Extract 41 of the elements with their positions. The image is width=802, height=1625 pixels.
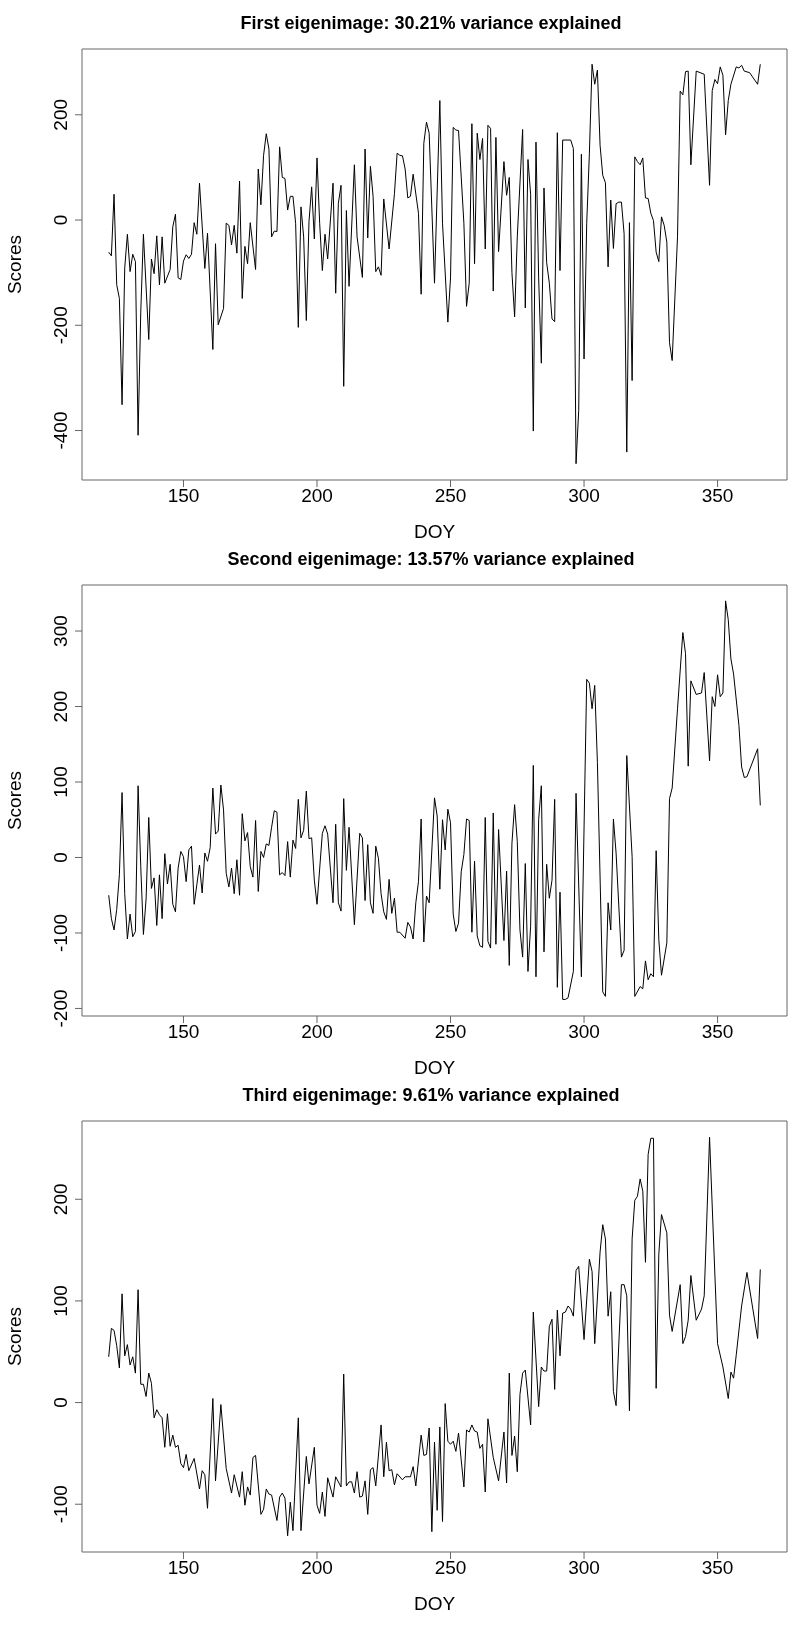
chart-title: Third eigenimage: 9.61% variance explained <box>241 1084 621 1107</box>
x-tick-label: 250 <box>434 1557 467 1579</box>
x-tick-label: 350 <box>701 1557 734 1579</box>
y-tick-label: 0 <box>50 1397 71 1408</box>
x-tick-label: 150 <box>167 485 200 507</box>
chart-title: Second eigenimage: 13.57% variance explained <box>226 548 636 571</box>
y-tick-label: 300 <box>50 615 71 647</box>
y-tick-label: 200 <box>50 98 71 131</box>
y-axis-title: Scores <box>3 234 25 295</box>
x-tick-label: 250 <box>434 1021 467 1043</box>
x-tick-label: 350 <box>701 485 734 507</box>
y-tick-label: 0 <box>50 852 71 863</box>
y-tick-label: 100 <box>50 1285 71 1317</box>
y-tick-label: -100 <box>50 913 71 952</box>
x-tick-label: 300 <box>568 1021 600 1043</box>
x-tick-label: 200 <box>301 1021 333 1043</box>
x-axis-title: DOY <box>413 521 456 542</box>
x-tick-label: 350 <box>701 1021 734 1043</box>
line-series <box>108 63 761 465</box>
y-axis-title: Scores <box>3 1306 25 1367</box>
x-tick-label: 200 <box>301 485 333 507</box>
line-series <box>108 1136 761 1537</box>
y-tick-label: 200 <box>50 690 71 723</box>
y-tick-label: 200 <box>50 1183 71 1216</box>
x-tick-label: 150 <box>167 1021 200 1043</box>
y-tick-label: 0 <box>50 214 71 226</box>
y-tick-label: -100 <box>50 1485 71 1524</box>
y-tick-label: -200 <box>50 306 71 345</box>
line-series <box>108 600 761 1000</box>
x-tick-label: 200 <box>301 1557 333 1579</box>
chart-title: First eigenimage: 30.21% variance explained <box>239 12 623 35</box>
y-tick-label: -400 <box>50 411 71 450</box>
y-tick-label: -200 <box>50 989 71 1028</box>
x-tick-label: 250 <box>434 485 467 507</box>
x-axis-title: DOY <box>413 1593 456 1614</box>
y-axis-title: Scores <box>3 770 25 831</box>
y-tick-label: 100 <box>50 766 71 798</box>
x-tick-label: 150 <box>167 1557 200 1579</box>
x-axis-title: DOY <box>413 1057 456 1078</box>
x-tick-label: 300 <box>568 485 600 507</box>
x-tick-label: 300 <box>568 1557 600 1579</box>
